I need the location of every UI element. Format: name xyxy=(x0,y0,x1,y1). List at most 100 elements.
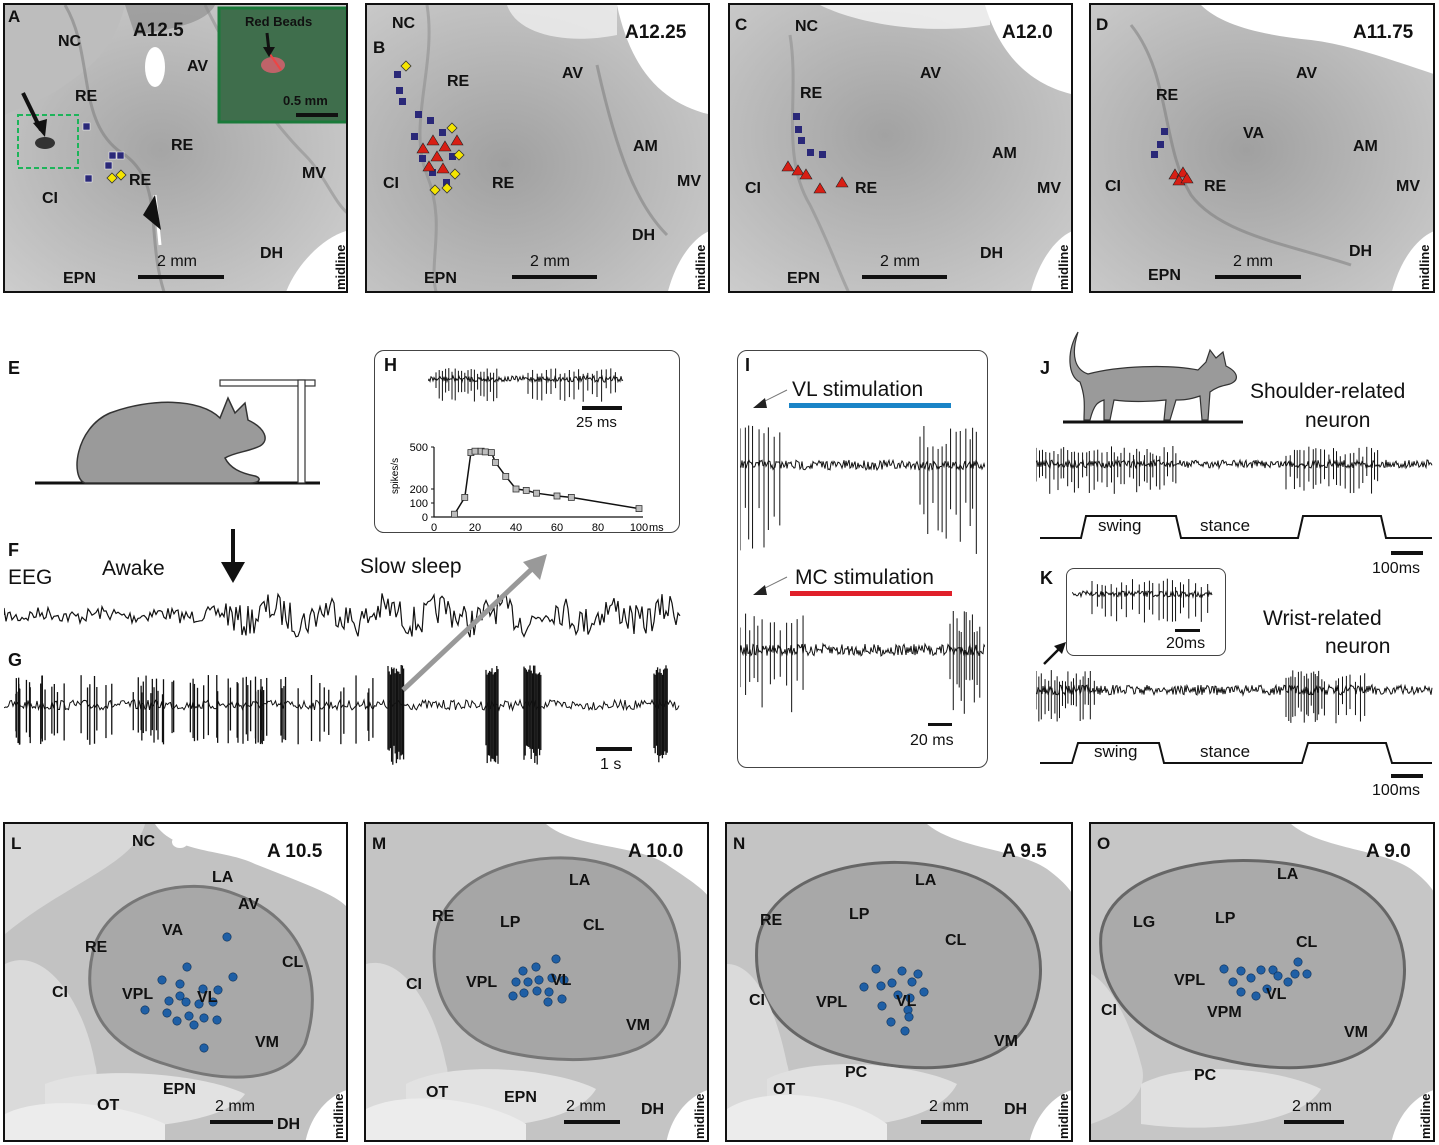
eeg-trace xyxy=(4,592,681,638)
vl-stimulation-bar xyxy=(789,403,951,408)
scale-bar xyxy=(512,275,597,279)
vl-stim-arrow xyxy=(753,389,788,408)
scale-bar xyxy=(1175,629,1200,632)
label-av: AV xyxy=(187,58,209,75)
panel-c: C A12.0 NC AV RE RE AM CI MV DH EPN 2 mm… xyxy=(728,3,1073,293)
y-tick-label: 200 xyxy=(410,484,428,496)
rate-point xyxy=(635,505,643,512)
shoulder-title-line1: Shoulder-related xyxy=(1250,380,1406,403)
label-cl: CL xyxy=(282,954,304,971)
mc-stimulation-label: MC stimulation xyxy=(795,566,934,589)
panel-g-letter: G xyxy=(8,650,23,670)
inset-title: Red Beads xyxy=(245,14,313,29)
label-re: RE xyxy=(760,912,783,929)
recorded-neuron-dot xyxy=(905,993,915,1003)
label-epn: EPN xyxy=(787,270,820,287)
panel-a-histology xyxy=(5,5,346,291)
recorded-neuron-dot xyxy=(1293,957,1303,967)
recorded-neuron-dot xyxy=(1290,969,1300,979)
awake-label: Awake xyxy=(102,557,165,580)
panel-d-letter: D xyxy=(1096,15,1109,34)
label-ci: CI xyxy=(745,180,761,197)
scale-bar xyxy=(1215,275,1301,279)
recorded-neuron-dot xyxy=(1236,966,1246,976)
recorded-neuron-dot xyxy=(897,966,907,976)
mc-stimulation-bar xyxy=(790,591,952,596)
label-dh: DH xyxy=(260,245,284,262)
x-tick-label: 40 xyxy=(510,522,522,532)
scale-bar xyxy=(138,275,224,279)
panel-j-letter: J xyxy=(1040,358,1051,378)
panel-b-coordinate: A12.25 xyxy=(625,22,687,43)
panel-o-coordinate: A 9.0 xyxy=(1366,841,1411,862)
label-vl: VL xyxy=(896,993,917,1010)
label-ci: CI xyxy=(1105,178,1121,195)
label-nc: NC xyxy=(58,33,82,50)
label-ci: CI xyxy=(406,976,422,993)
slow-sleep-label: Slow sleep xyxy=(360,555,462,578)
rate-point xyxy=(488,449,495,457)
panel-i-letter: I xyxy=(745,355,751,375)
recorded-neuron-dot xyxy=(543,997,553,1007)
recorded-neuron-dot xyxy=(1256,965,1266,975)
recorded-neuron-dot xyxy=(544,987,554,997)
panel-a-letter: A xyxy=(8,7,21,26)
recorded-neuron-dot xyxy=(859,982,869,992)
vl-stimulation-label: VL stimulation xyxy=(792,378,924,401)
label-re: RE xyxy=(447,73,470,90)
rate-point xyxy=(522,487,530,494)
recorded-neuron-dot xyxy=(157,975,167,985)
label-epn: EPN xyxy=(63,270,96,287)
label-am: AM xyxy=(1353,138,1378,155)
recorded-neuron-dot xyxy=(886,1017,896,1027)
recorded-neuron-dot xyxy=(518,966,528,976)
rate-point xyxy=(512,485,520,493)
label-ot: OT xyxy=(773,1081,796,1098)
recorded-neuron-dot xyxy=(519,988,529,998)
midline-label: midline xyxy=(1417,244,1432,290)
scale-bar xyxy=(921,1120,982,1124)
panel-c-coordinate: A12.0 xyxy=(1002,22,1053,43)
x-tick-label: 0 xyxy=(431,522,437,532)
midline-label: midline xyxy=(1056,1093,1071,1139)
recorded-neuron-dot xyxy=(531,962,541,972)
label-vm: VM xyxy=(994,1033,1018,1050)
recorded-neuron-dot xyxy=(212,1015,222,1025)
label-lp: LP xyxy=(500,914,521,931)
scale-bar xyxy=(862,275,947,279)
recorded-neuron-dot xyxy=(182,962,192,972)
label-am: AM xyxy=(633,138,658,155)
scale-bar xyxy=(1284,1120,1344,1124)
neuron-dots-layer xyxy=(140,932,238,1053)
panel-b-letter: B xyxy=(373,38,386,57)
label-nc: NC xyxy=(392,15,416,32)
sleep-onset-arrow xyxy=(221,529,245,583)
panel-d-coordinate: A11.75 xyxy=(1353,22,1414,43)
label-la: LA xyxy=(1277,866,1299,883)
panel-c-histology xyxy=(730,5,1071,291)
scale-label: 100ms xyxy=(1372,560,1421,577)
inset-scale-label: 0.5 mm xyxy=(283,93,328,108)
label-re: RE xyxy=(75,88,98,105)
recorded-neuron-dot xyxy=(904,1012,914,1022)
rate-point xyxy=(553,492,561,500)
eeg-label: EEG xyxy=(8,566,53,589)
label-ot: OT xyxy=(426,1084,449,1101)
panel-m-letter: M xyxy=(372,834,387,853)
panel-a-coordinate: A12.5 xyxy=(133,20,184,41)
label-re: RE xyxy=(1204,178,1227,195)
label-pc: PC xyxy=(845,1064,868,1081)
recorded-neuron-dot xyxy=(184,1011,194,1021)
label-va: VA xyxy=(1243,125,1265,142)
label-vpl: VPL xyxy=(816,994,848,1011)
recorded-neuron-dot xyxy=(547,973,557,983)
label-lg: LG xyxy=(1133,914,1156,931)
recorded-neuron-dot xyxy=(557,994,567,1004)
scale-bar xyxy=(1391,774,1423,778)
label-av: AV xyxy=(1296,65,1318,82)
label-vm: VM xyxy=(626,1017,650,1034)
recorded-neuron-dot xyxy=(919,987,929,997)
label-vl: VL xyxy=(551,972,572,989)
panel-o: O A 9.0 LA LG LP CL CI VPL VL VPM VM PC … xyxy=(1089,822,1435,1142)
